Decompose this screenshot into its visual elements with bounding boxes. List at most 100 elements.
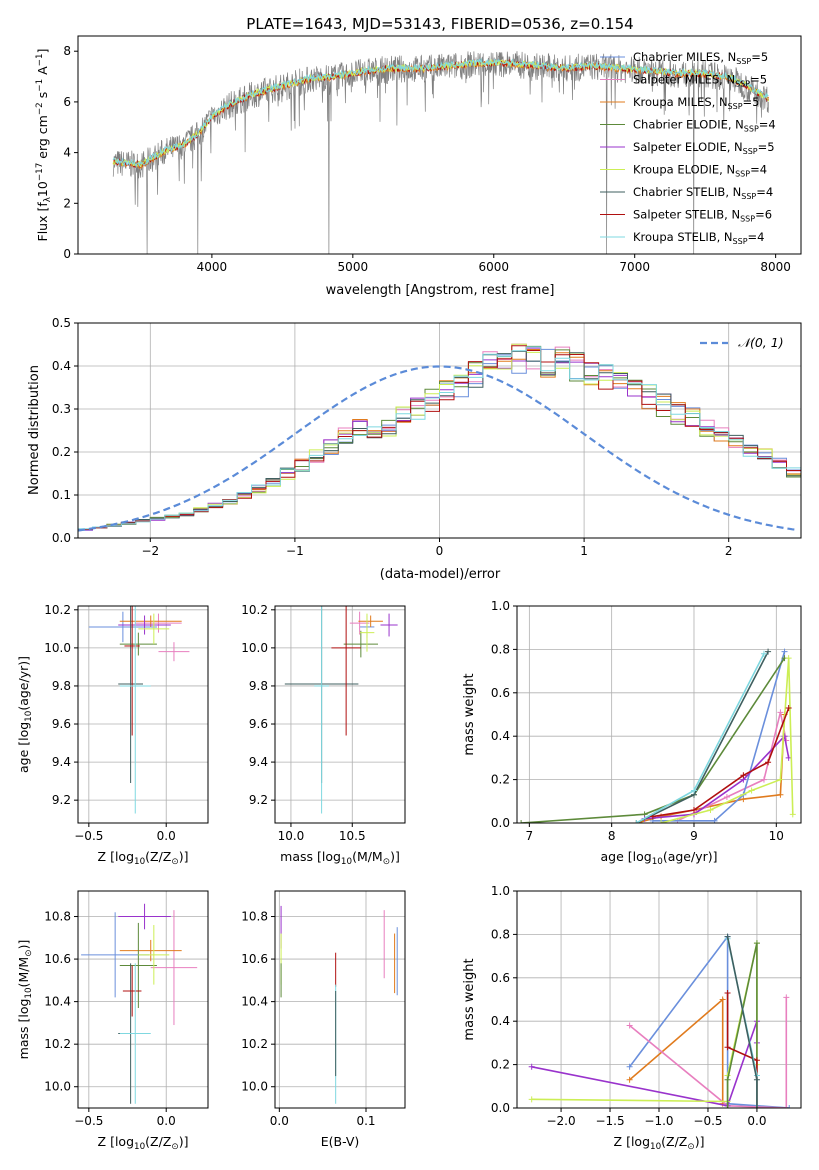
x-tick-label: −1.5 (595, 1114, 624, 1128)
residuals-panel: −2 −1 0 1 2 0.0 0.1 0.2 0.3 0.4 0.5 𝒩(0, 1) (data-mo… (27, 316, 802, 582)
weight-marker (724, 1076, 731, 1083)
x-axis-label: Z [log10(Z/Z⊙)] (98, 1134, 189, 1152)
y-tick-label: 10.2 (241, 1037, 268, 1051)
y-tick-label: 10.0 (241, 1080, 268, 1094)
y-axis-label-part: (age/yr)] (16, 656, 31, 711)
x-axis-label: Z [log10(Z/Z⊙)] (98, 849, 189, 867)
histogram-kroupa_elodie (78, 343, 801, 530)
legend-label: Kroupa STELIB, NSSP=4 (633, 230, 764, 246)
legend-name: Chabrier STELIB, N (633, 185, 741, 199)
y-tick-label: 10.0 (241, 641, 268, 655)
y-tick-label: 0.4 (491, 729, 510, 743)
histogram-salpeter_miles (78, 343, 801, 530)
legend-sub: SSP (740, 215, 755, 224)
legend-label: Chabrier MILES, NSSP=5 (633, 50, 768, 66)
legend-label: Kroupa ELODIE, NSSP=4 (633, 163, 767, 179)
weight-marker (528, 1096, 535, 1103)
y-tick-label: 2 (63, 196, 71, 210)
x-axis-label: age [log10(age/yr)] (600, 849, 717, 867)
y-axis-label: mass [log10(M/M⊙)] (16, 940, 34, 1060)
weight-line-kroupa_elodie (660, 658, 794, 823)
weight-marker (753, 1105, 760, 1108)
weight-marker (626, 1022, 633, 1029)
y-tick-label: 0.4 (52, 359, 71, 373)
plot-area (78, 343, 801, 532)
y-tick-label: 10.2 (241, 603, 268, 617)
axes-frame (516, 890, 802, 1109)
y-tick-label: 9.2 (52, 793, 71, 807)
x-tick-label: 10.0 (278, 829, 305, 843)
weight-line-kroupa_stelib (636, 653, 765, 823)
y-tick-label: 10.0 (44, 641, 71, 655)
weight-marker (723, 793, 730, 800)
y-tick-label: 0.2 (52, 445, 71, 459)
weight-marker (724, 933, 731, 940)
weight-line-chabrier_stelib (636, 651, 769, 823)
x-axis-label-part: (M/M (352, 849, 383, 864)
legend-label: Chabrier STELIB, NSSP=4 (633, 185, 773, 201)
axes-frame (274, 890, 406, 1109)
y-tick-label: 9.6 (52, 717, 71, 731)
y-axis-label-part: 10 (35, 181, 50, 197)
legend-label: Salpeter STELIB, NSSP=6 (633, 208, 772, 224)
y-tick-label: 0.8 (491, 642, 510, 656)
weight-marker (633, 820, 640, 823)
y-axis-label: Normed distribution (27, 365, 42, 495)
x-axis-label-part: (Z/Z (145, 849, 171, 864)
y-tick-label: 6 (63, 95, 71, 109)
legend-sub: SSP (735, 80, 750, 89)
weight-marker (753, 940, 760, 947)
weight-marker (753, 1076, 760, 1083)
y-tick-label: 0.0 (491, 1101, 510, 1115)
x-axis-label-part: ⊙ (171, 857, 178, 867)
plot-area (112, 51, 770, 254)
weight-marker (765, 759, 772, 766)
y-tick-label: 10.8 (241, 910, 268, 924)
y-axis-label-part: 10 (24, 711, 34, 722)
x-tick-label: 7000 (619, 260, 650, 274)
x-tick-label: 9 (690, 829, 698, 843)
x-tick-label: 10.5 (339, 829, 366, 843)
x-axis-label: (data-model)/error (380, 567, 501, 582)
x-axis-label-part: )] (179, 849, 189, 864)
plot-area (284, 606, 398, 814)
y-axis-label: mass weight (462, 958, 477, 1040)
legend-name: Kroupa MILES, N (633, 95, 728, 109)
axes-frame (77, 35, 802, 255)
x-axis-label-part: ⊙ (383, 857, 390, 867)
x-axis-label-part: Z [log (98, 1134, 134, 1149)
y-tick-label: 10.0 (44, 1080, 71, 1094)
legend-name: Kroupa STELIB, N (633, 230, 733, 244)
legend-label: Chabrier ELODIE, NSSP=4 (633, 118, 776, 134)
weight-marker (707, 806, 714, 813)
axes-frame (274, 605, 406, 824)
y-tick-label: 9.4 (249, 755, 268, 769)
legend-suffix: =5 (751, 50, 768, 64)
y-tick-label: 0 (63, 247, 71, 261)
axes-frame (77, 605, 209, 824)
legend-suffix: =4 (748, 230, 765, 244)
spectrum-title: PLATE=1643, MJD=53143, FIBERID=0536, z=0… (246, 15, 633, 33)
y-axis-label: mass weight (462, 673, 477, 755)
y-tick-label: 0.6 (491, 686, 510, 700)
legend-name: Chabrier MILES, N (633, 50, 736, 64)
histogram-kroupa_miles (78, 349, 801, 530)
x-tick-label: 0 (436, 544, 444, 558)
x-axis-label-part: ⊙ (171, 1142, 178, 1152)
x-tick-label: −0.5 (74, 1114, 103, 1128)
y-tick-label: 9.8 (52, 679, 71, 693)
y-tick-label: 0.6 (491, 971, 510, 985)
x-axis-label-part: Z [log (614, 1134, 650, 1149)
legend-suffix: =4 (756, 185, 773, 199)
legend-suffix: =4 (759, 118, 776, 132)
y-tick-label: 0.0 (52, 531, 71, 545)
weight-marker (789, 811, 796, 818)
x-axis-label: E(B-V) (321, 1134, 360, 1149)
x-tick-label: 6000 (478, 260, 509, 274)
y-axis-label-part: )] (16, 940, 31, 950)
weight-marker (777, 709, 784, 716)
weight-marker (690, 806, 697, 813)
x-tick-label: 0.1 (356, 1114, 375, 1128)
